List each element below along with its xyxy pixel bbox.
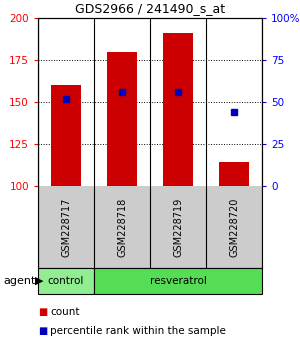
Text: control: control <box>48 276 84 286</box>
Bar <box>38 268 94 294</box>
Bar <box>51 85 81 186</box>
Text: count: count <box>50 307 80 317</box>
Bar <box>106 52 137 186</box>
Text: GSM228718: GSM228718 <box>117 198 127 257</box>
Text: resveratrol: resveratrol <box>150 276 206 286</box>
Text: percentile rank within the sample: percentile rank within the sample <box>50 326 226 336</box>
Text: agent: agent <box>3 276 35 286</box>
Bar <box>163 33 194 186</box>
Text: GSM228719: GSM228719 <box>173 198 183 257</box>
Title: GDS2966 / 241490_s_at: GDS2966 / 241490_s_at <box>75 2 225 16</box>
Text: ▶: ▶ <box>34 276 43 286</box>
Text: GSM228720: GSM228720 <box>229 197 239 257</box>
Text: ■: ■ <box>38 326 47 336</box>
Text: ■: ■ <box>38 307 47 317</box>
Text: GSM228717: GSM228717 <box>61 197 71 257</box>
Bar <box>94 268 262 294</box>
Bar <box>219 162 249 186</box>
